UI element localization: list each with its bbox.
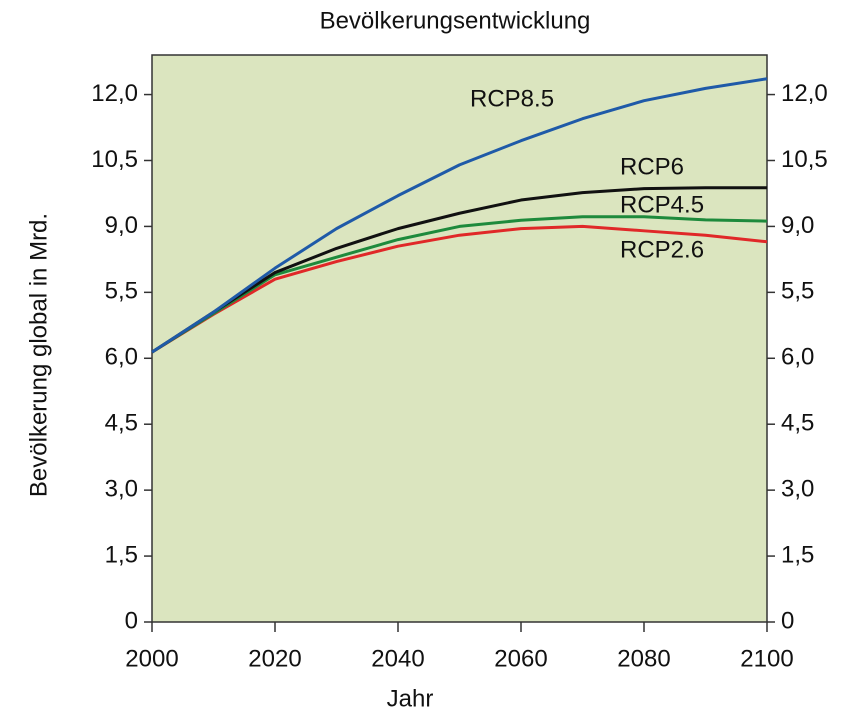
series-line (151, 215, 768, 354)
x-tick-label: 2040 (371, 645, 424, 672)
y-axis-label: Bevölkerung global in Mrd. (25, 213, 52, 497)
y2-tick-label: 0 (781, 607, 794, 634)
y2-tick-label: 10,5 (781, 146, 828, 173)
y-tick-label: 4,5 (105, 410, 138, 437)
series-label: RCP8.5 (470, 85, 554, 112)
series-label: RCP6 (620, 153, 684, 180)
y2-tick-label: 1,5 (781, 541, 814, 568)
series-line (151, 77, 768, 354)
y-tick-label: 1,5 (105, 541, 138, 568)
y2-tick-label: 3,0 (781, 475, 814, 502)
plot-area (151, 54, 768, 623)
y2-tick-label: 5,5 (781, 278, 814, 305)
y-tick-label: 9,0 (105, 212, 138, 239)
series-line (151, 224, 768, 354)
y-tick-label: 12,0 (91, 80, 138, 107)
y2-tick-label: 9,0 (781, 212, 814, 239)
x-tick-label: 2020 (248, 645, 301, 672)
y-tick-label: 5,5 (105, 278, 138, 305)
y-tick-label: 10,5 (91, 146, 138, 173)
y-tick-label: 3,0 (105, 475, 138, 502)
chart-title: Bevölkerungsentwicklung (320, 7, 591, 34)
x-tick-label: 2060 (494, 645, 547, 672)
y2-tick-label: 4,5 (781, 410, 814, 437)
x-tick-label: 2000 (125, 645, 178, 672)
series-label: RCP4.5 (620, 191, 704, 218)
y-tick-label: 6,0 (105, 344, 138, 371)
y2-tick-label: 12,0 (781, 80, 828, 107)
x-tick-label: 2080 (617, 645, 670, 672)
series-line (151, 186, 767, 354)
y-tick-label: 0 (125, 607, 138, 634)
y2-tick-label: 6,0 (781, 344, 814, 371)
x-axis-label: Jahr (387, 685, 434, 712)
series-label: RCP2.6 (620, 236, 704, 263)
x-tick-label: 2100 (740, 645, 793, 672)
